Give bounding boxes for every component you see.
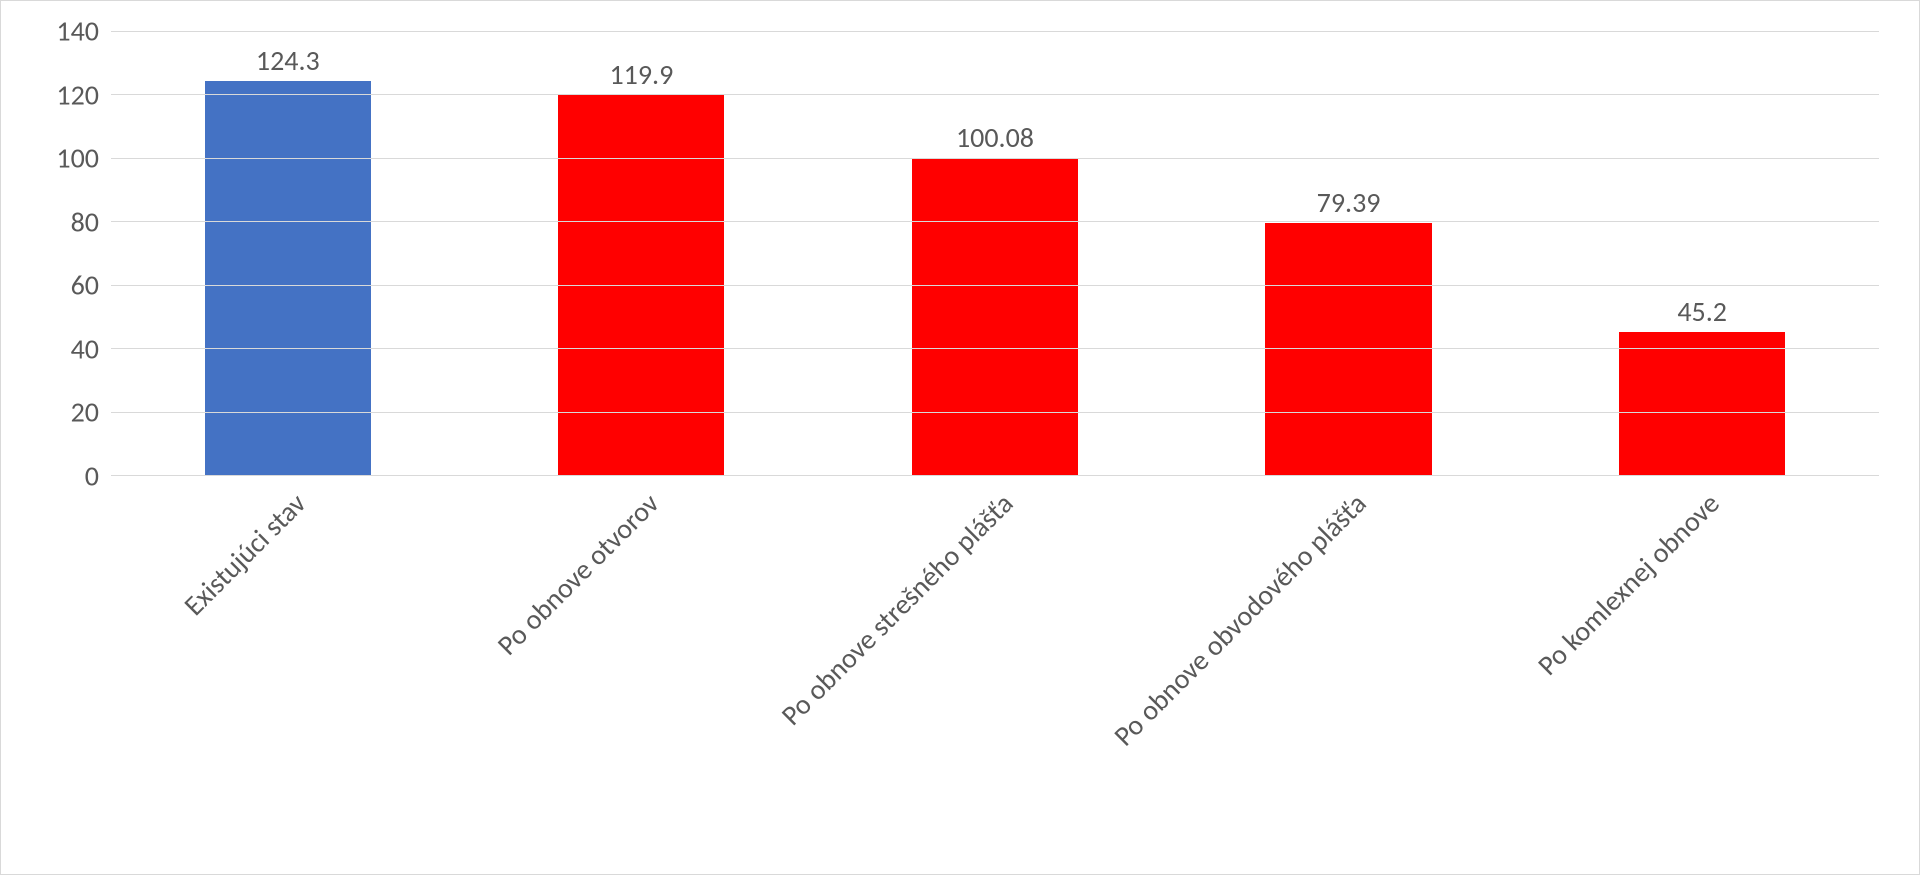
bar: 100.08 bbox=[912, 158, 1078, 475]
y-tick-label: 80 bbox=[71, 204, 99, 239]
plot-area: 124.3 119.9 100.08 79.39 45.2 bbox=[111, 31, 1879, 476]
y-tick-label: 60 bbox=[71, 268, 99, 303]
gridline bbox=[111, 412, 1879, 413]
x-label-slot: Po komlexnej obnove bbox=[1525, 476, 1879, 836]
gridline bbox=[111, 31, 1879, 32]
bar-slot: 119.9 bbox=[465, 31, 819, 475]
gridline bbox=[111, 285, 1879, 286]
bars-group: 124.3 119.9 100.08 79.39 45.2 bbox=[111, 31, 1879, 475]
bar-slot: 79.39 bbox=[1172, 31, 1526, 475]
y-tick-label: 20 bbox=[71, 395, 99, 430]
y-tick-label: 0 bbox=[85, 459, 99, 494]
x-axis-label: Po komlexnej obnove bbox=[1530, 486, 1726, 682]
bar-slot: 124.3 bbox=[111, 31, 465, 475]
x-axis-label: Existujúci stav bbox=[176, 486, 313, 623]
x-axis-label: Po obnove otvorov bbox=[490, 486, 666, 662]
x-label-slot: Existujúci stav bbox=[111, 476, 465, 836]
x-axis-labels: Existujúci stav Po obnove otvorov Po obnov… bbox=[111, 476, 1879, 836]
data-label: 119.9 bbox=[609, 57, 673, 92]
y-axis: 020406080100120140 bbox=[41, 31, 111, 476]
gridline bbox=[111, 221, 1879, 222]
data-label: 79.39 bbox=[1317, 185, 1381, 220]
gridline bbox=[111, 348, 1879, 349]
plot-wrapper: 020406080100120140 124.3119.9100.0879.39… bbox=[41, 31, 1879, 476]
y-tick-label: 140 bbox=[56, 14, 99, 49]
bar-slot: 45.2 bbox=[1525, 31, 1879, 475]
bar: 45.2 bbox=[1619, 332, 1785, 475]
gridline bbox=[111, 158, 1879, 159]
y-tick-label: 100 bbox=[56, 141, 99, 176]
data-label: 45.2 bbox=[1677, 294, 1727, 329]
data-label: 100.08 bbox=[956, 120, 1034, 155]
y-tick-label: 120 bbox=[56, 77, 99, 112]
x-label-slot: Po obnove obvodového plášťa bbox=[1172, 476, 1526, 836]
x-label-slot: Po obnove otvorov bbox=[465, 476, 819, 836]
x-label-slot: Po obnove strešného plášťa bbox=[818, 476, 1172, 836]
y-tick-label: 40 bbox=[71, 331, 99, 366]
gridline bbox=[111, 94, 1879, 95]
bar: 124.3 bbox=[205, 81, 371, 475]
chart-container: 0 20 40 60 80 100 120 140 124.3 119.9 100.08 79.39… bbox=[0, 0, 1920, 875]
bar-slot: 100.08 bbox=[818, 31, 1172, 475]
data-label: 124.3 bbox=[256, 43, 320, 78]
